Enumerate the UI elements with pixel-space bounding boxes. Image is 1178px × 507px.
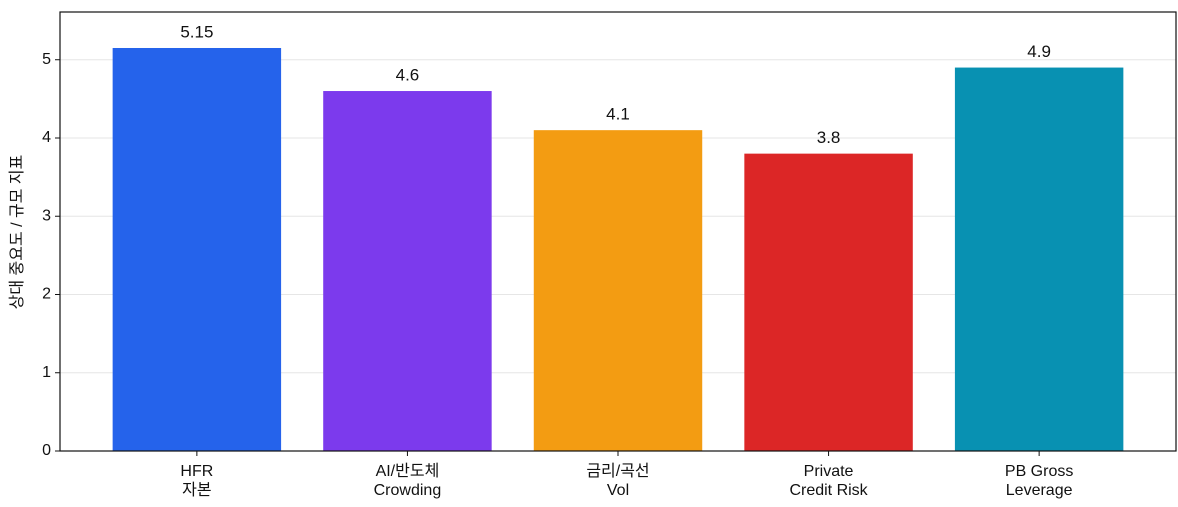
x-tick-label: Credit Risk: [789, 482, 868, 499]
x-tick-label: HFR: [180, 463, 213, 480]
y-tick-label: 0: [42, 442, 51, 459]
x-tick-label: Private: [804, 463, 854, 480]
value-label: 4.1: [606, 105, 630, 124]
value-label: 3.8: [817, 128, 841, 147]
plot-frame: [59, 11, 1177, 452]
x-tick-label: 금리/곡선: [586, 462, 649, 480]
x-tick-label: AI/반도체: [376, 462, 440, 480]
bar: [533, 130, 703, 451]
value-label: 5.15: [180, 22, 213, 41]
bar: [323, 91, 492, 452]
x-tick-label: Leverage: [1006, 482, 1073, 499]
x-tick-label: Crowding: [374, 482, 442, 499]
value-label: 4.6: [396, 66, 420, 85]
y-tick-label: 3: [42, 207, 51, 224]
x-tick-label: PB Gross: [1005, 463, 1073, 480]
bar: [954, 67, 1124, 451]
y-tick-label: 5: [42, 51, 51, 68]
x-tick-label: Vol: [607, 482, 629, 499]
bar: [112, 47, 282, 452]
x-tick-label: 자본: [182, 481, 211, 499]
y-tick-label: 2: [42, 286, 51, 303]
y-tick-label: 4: [42, 129, 51, 146]
value-label: 4.9: [1027, 42, 1051, 61]
bar: [744, 153, 913, 451]
y-tick-label: 1: [42, 364, 51, 381]
y-axis-label: 상대 중요도 / 규모 지표: [8, 155, 26, 310]
